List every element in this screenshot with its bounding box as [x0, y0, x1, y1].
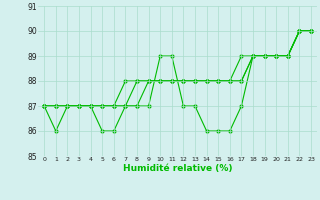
- X-axis label: Humidité relative (%): Humidité relative (%): [123, 164, 232, 173]
